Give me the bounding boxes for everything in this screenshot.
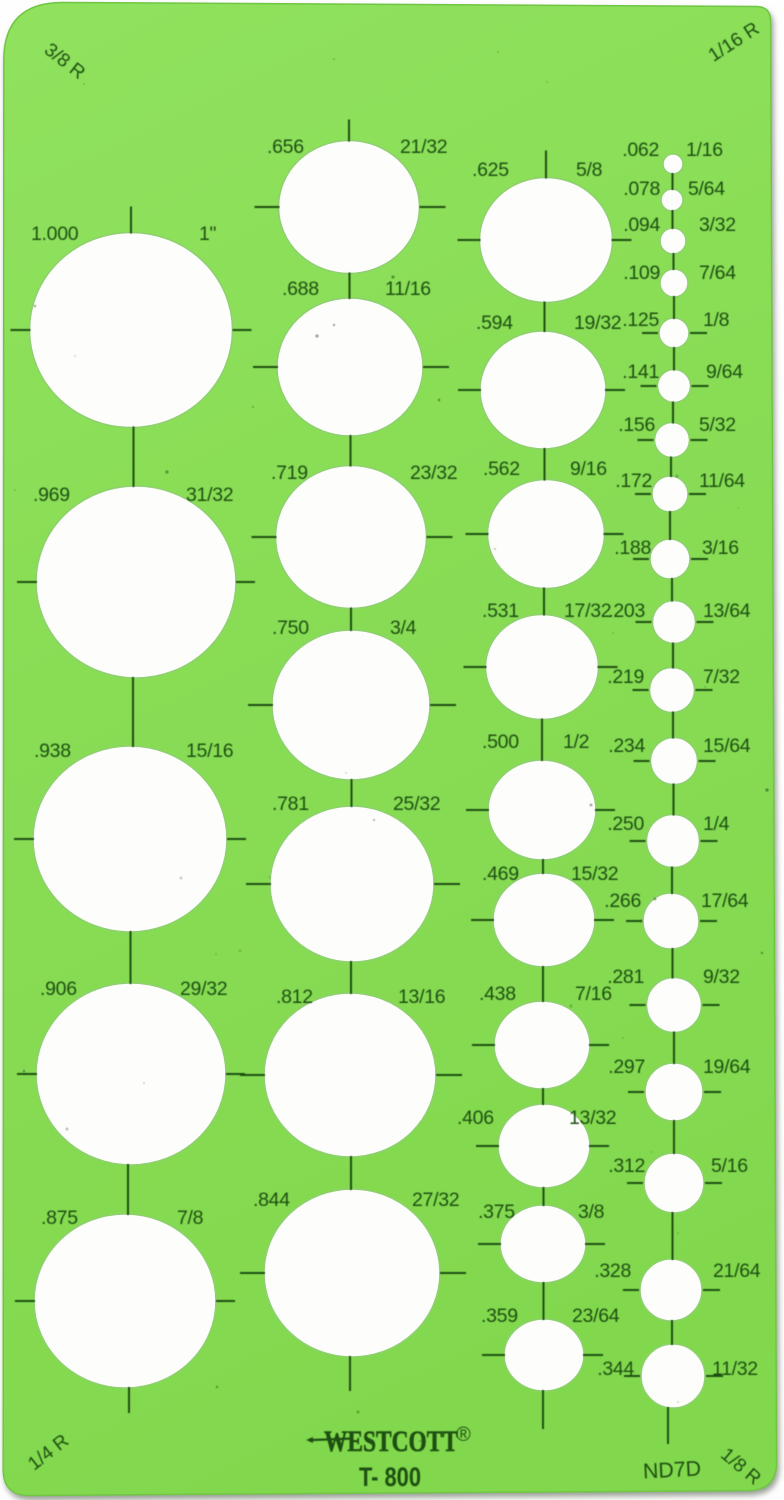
svg-text:.375: .375 [478, 1201, 515, 1223]
svg-text:ND7D: ND7D [642, 1456, 701, 1483]
svg-text:13/32: 13/32 [569, 1107, 616, 1129]
svg-text:21/32: 21/32 [400, 136, 447, 158]
svg-text:23/32: 23/32 [410, 462, 457, 484]
svg-text:1/2: 1/2 [563, 731, 589, 753]
svg-text:.281: .281 [607, 966, 644, 988]
svg-text:25/32: 25/32 [393, 793, 440, 815]
svg-text:.094: .094 [623, 214, 660, 236]
svg-text:.531: .531 [482, 600, 519, 622]
svg-text:.500: .500 [482, 731, 519, 753]
svg-text:.594: .594 [476, 312, 513, 334]
svg-text:.406: .406 [457, 1107, 494, 1129]
svg-text:7/32: 7/32 [703, 666, 740, 688]
svg-text:21/64: 21/64 [713, 1260, 761, 1282]
svg-text:.438: .438 [479, 983, 516, 1005]
svg-text:9/64: 9/64 [706, 361, 743, 383]
svg-text:23/64: 23/64 [572, 1305, 620, 1327]
svg-text:5/8: 5/8 [576, 159, 602, 181]
svg-text:.328: .328 [594, 1260, 631, 1282]
svg-text:3/4: 3/4 [390, 617, 417, 639]
svg-text:.719: .719 [271, 462, 308, 484]
svg-text:3/16: 3/16 [702, 537, 739, 559]
svg-text:.812: .812 [276, 986, 313, 1008]
svg-text:.625: .625 [472, 159, 509, 181]
svg-text:17/32: 17/32 [564, 600, 611, 622]
svg-text:.062: .062 [622, 139, 659, 161]
svg-text:29/32: 29/32 [180, 978, 227, 1000]
svg-text:.656: .656 [267, 136, 304, 158]
svg-text:.219: .219 [607, 666, 644, 688]
svg-text:13/16: 13/16 [398, 986, 445, 1008]
svg-text:.297: .297 [608, 1056, 645, 1078]
svg-text:13/64: 13/64 [703, 600, 751, 622]
svg-text:9/32: 9/32 [703, 966, 740, 988]
svg-text:5/64: 5/64 [688, 178, 725, 200]
svg-text:11/32: 11/32 [712, 1358, 758, 1380]
svg-text:.562: .562 [483, 458, 520, 480]
svg-text:.266: .266 [604, 890, 641, 912]
svg-text:19/32: 19/32 [574, 312, 621, 334]
svg-text:15/16: 15/16 [186, 740, 233, 762]
svg-text:.359: .359 [481, 1305, 518, 1327]
svg-text:.906: .906 [40, 978, 77, 1000]
svg-text:1.000: 1.000 [31, 223, 79, 245]
svg-text:®: ® [456, 1424, 471, 1446]
svg-text:11/16: 11/16 [385, 278, 431, 300]
svg-text:.344: .344 [597, 1358, 634, 1380]
svg-text:15/64: 15/64 [703, 735, 751, 757]
svg-text:.188: .188 [614, 537, 651, 559]
svg-text:T- 800: T- 800 [359, 1462, 421, 1492]
svg-text:5/32: 5/32 [699, 414, 736, 436]
svg-text:19/64: 19/64 [703, 1056, 751, 1078]
svg-text:1/16: 1/16 [686, 139, 723, 161]
svg-text:.875: .875 [41, 1207, 78, 1229]
svg-text:.844: .844 [253, 1189, 290, 1211]
svg-text:.250: .250 [607, 813, 644, 835]
svg-text:3/32: 3/32 [699, 214, 736, 236]
svg-text:.938: .938 [34, 740, 71, 762]
svg-text:7/16: 7/16 [575, 983, 612, 1005]
svg-text:7/8: 7/8 [177, 1207, 203, 1229]
svg-text:1": 1" [199, 223, 217, 245]
svg-text:15/32: 15/32 [571, 863, 618, 885]
svg-text:27/32: 27/32 [412, 1189, 459, 1211]
svg-text:31/32: 31/32 [186, 484, 233, 506]
svg-text:.125: .125 [622, 309, 659, 331]
svg-text:.172: .172 [615, 470, 652, 492]
svg-text:WESTCOTT: WESTCOTT [324, 1425, 458, 1458]
svg-text:7/64: 7/64 [699, 262, 736, 284]
svg-text:.969: .969 [33, 484, 70, 506]
svg-text:17/64: 17/64 [701, 890, 749, 912]
svg-text:.750: .750 [272, 617, 309, 639]
svg-text:.078: .078 [623, 178, 660, 200]
svg-text:.156: .156 [618, 414, 655, 436]
svg-text:.312: .312 [608, 1155, 645, 1177]
svg-text:.141: .141 [622, 361, 659, 383]
svg-text:.469: .469 [482, 863, 519, 885]
svg-text:1/4: 1/4 [703, 813, 730, 835]
svg-text:.234: .234 [608, 735, 645, 757]
svg-text:3/8: 3/8 [578, 1201, 604, 1223]
svg-text:.688: .688 [282, 278, 319, 300]
svg-text:5/16: 5/16 [711, 1155, 748, 1177]
svg-text:.109: .109 [623, 262, 660, 284]
svg-text:9/16: 9/16 [570, 458, 607, 480]
svg-text:.203: .203 [608, 600, 645, 622]
svg-text:1/8: 1/8 [703, 309, 729, 331]
svg-text:11/64: 11/64 [699, 470, 745, 492]
svg-text:.781: .781 [272, 793, 309, 815]
